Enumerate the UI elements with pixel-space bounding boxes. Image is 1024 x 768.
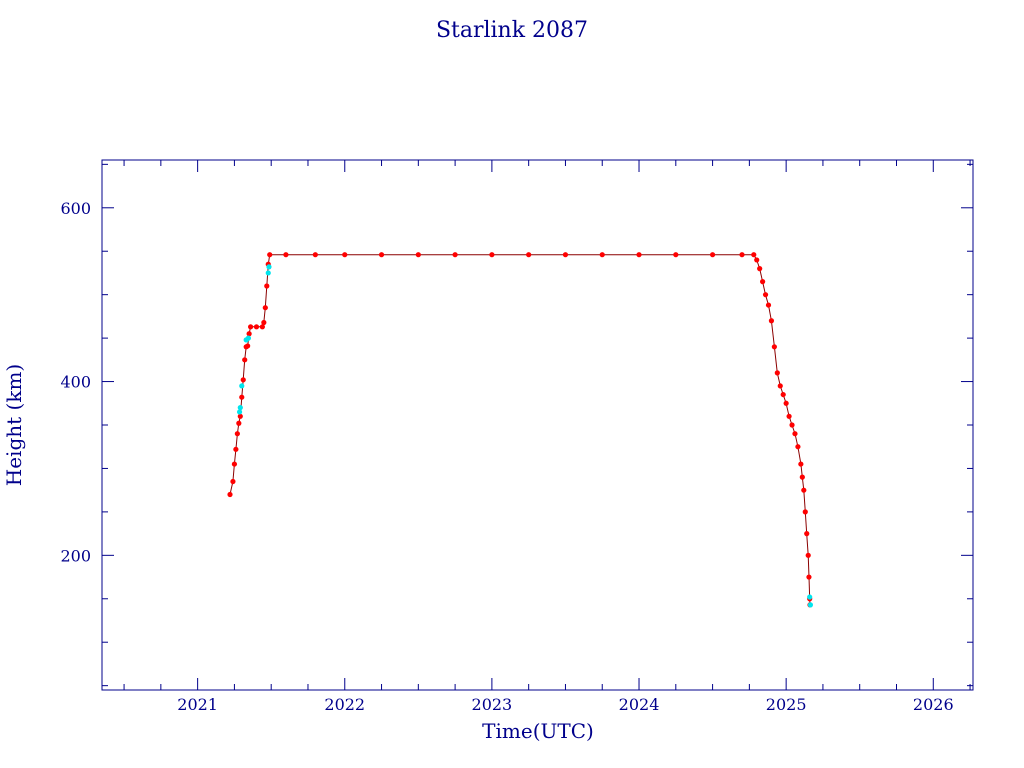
data-point (771, 344, 777, 350)
x-tick-label: 2026 (913, 695, 954, 714)
data-point (234, 431, 240, 437)
x-axis-label: Time(UTC) (482, 719, 594, 743)
x-tick-label: 2022 (324, 695, 365, 714)
data-point (415, 252, 421, 258)
y-tick-labels: 200 400 600 (60, 199, 91, 566)
data-point (264, 283, 270, 289)
y-axis-ticks (102, 163, 973, 687)
data-point (709, 252, 716, 258)
x-tick-label: 2025 (766, 695, 807, 714)
data-point (242, 357, 248, 363)
y-tick-label: 400 (60, 373, 91, 392)
x-tick-label: 2024 (619, 695, 660, 714)
data-point (673, 252, 679, 258)
data-point (806, 574, 812, 580)
data-point (237, 413, 243, 419)
data-point-cyan (245, 335, 251, 341)
data-points (227, 252, 814, 608)
data-point (789, 422, 795, 428)
data-point (259, 324, 265, 330)
data-point (253, 324, 260, 330)
data-point-cyan (236, 409, 243, 415)
data-point (227, 491, 233, 498)
data-point (777, 383, 783, 389)
data-point (636, 252, 642, 258)
data-point (786, 413, 792, 419)
data-point (739, 252, 745, 258)
chart-title: Starlink 2087 (436, 18, 588, 43)
data-point-cyan (807, 602, 814, 608)
data-point-cyan (237, 405, 243, 411)
data-point (798, 461, 804, 467)
data-point (247, 324, 254, 330)
data-point (261, 319, 267, 326)
data-point (792, 431, 798, 437)
data-point (762, 292, 769, 298)
data-point-cyan (239, 383, 245, 389)
data-point (783, 400, 789, 406)
data-point (774, 370, 780, 376)
data-point (802, 509, 808, 515)
data-point-cyan (265, 270, 271, 276)
data-point (240, 377, 246, 383)
data-point (378, 252, 385, 258)
x-tick-labels: 2021 2022 2023 2024 2025 2026 (177, 695, 953, 714)
data-point (246, 331, 252, 337)
data-point (239, 394, 245, 400)
data-point (262, 305, 268, 311)
data-point (231, 461, 238, 467)
data-point (562, 252, 569, 258)
data-point-cyan (807, 594, 813, 600)
data-point-cyan (266, 264, 272, 270)
y-tick-label: 200 (60, 546, 91, 565)
data-point (230, 478, 236, 485)
data-point (754, 257, 760, 263)
data-point (768, 318, 775, 324)
data-point (751, 252, 757, 258)
data-point (799, 474, 805, 480)
data-point (526, 252, 532, 258)
data-point (342, 252, 348, 258)
data-point (489, 252, 495, 258)
x-tick-label: 2023 (472, 695, 513, 714)
data-point (236, 420, 242, 426)
data-point (452, 252, 458, 258)
data-point (805, 552, 811, 558)
data-point (312, 252, 318, 258)
data-point (801, 487, 807, 493)
data-point (804, 531, 810, 537)
data-point (233, 446, 239, 452)
data-point (283, 252, 289, 258)
data-point (757, 266, 763, 272)
data-point (780, 391, 786, 398)
data-point (765, 302, 772, 308)
y-tick-label: 600 (60, 199, 91, 218)
data-point (267, 252, 273, 258)
x-tick-label: 2021 (177, 695, 218, 714)
y-axis-label: Height (km) (2, 364, 26, 486)
data-point (245, 343, 251, 349)
data-point (795, 444, 801, 450)
data-point (599, 252, 605, 258)
data-point (760, 279, 766, 285)
x-axis-ticks (123, 160, 971, 690)
